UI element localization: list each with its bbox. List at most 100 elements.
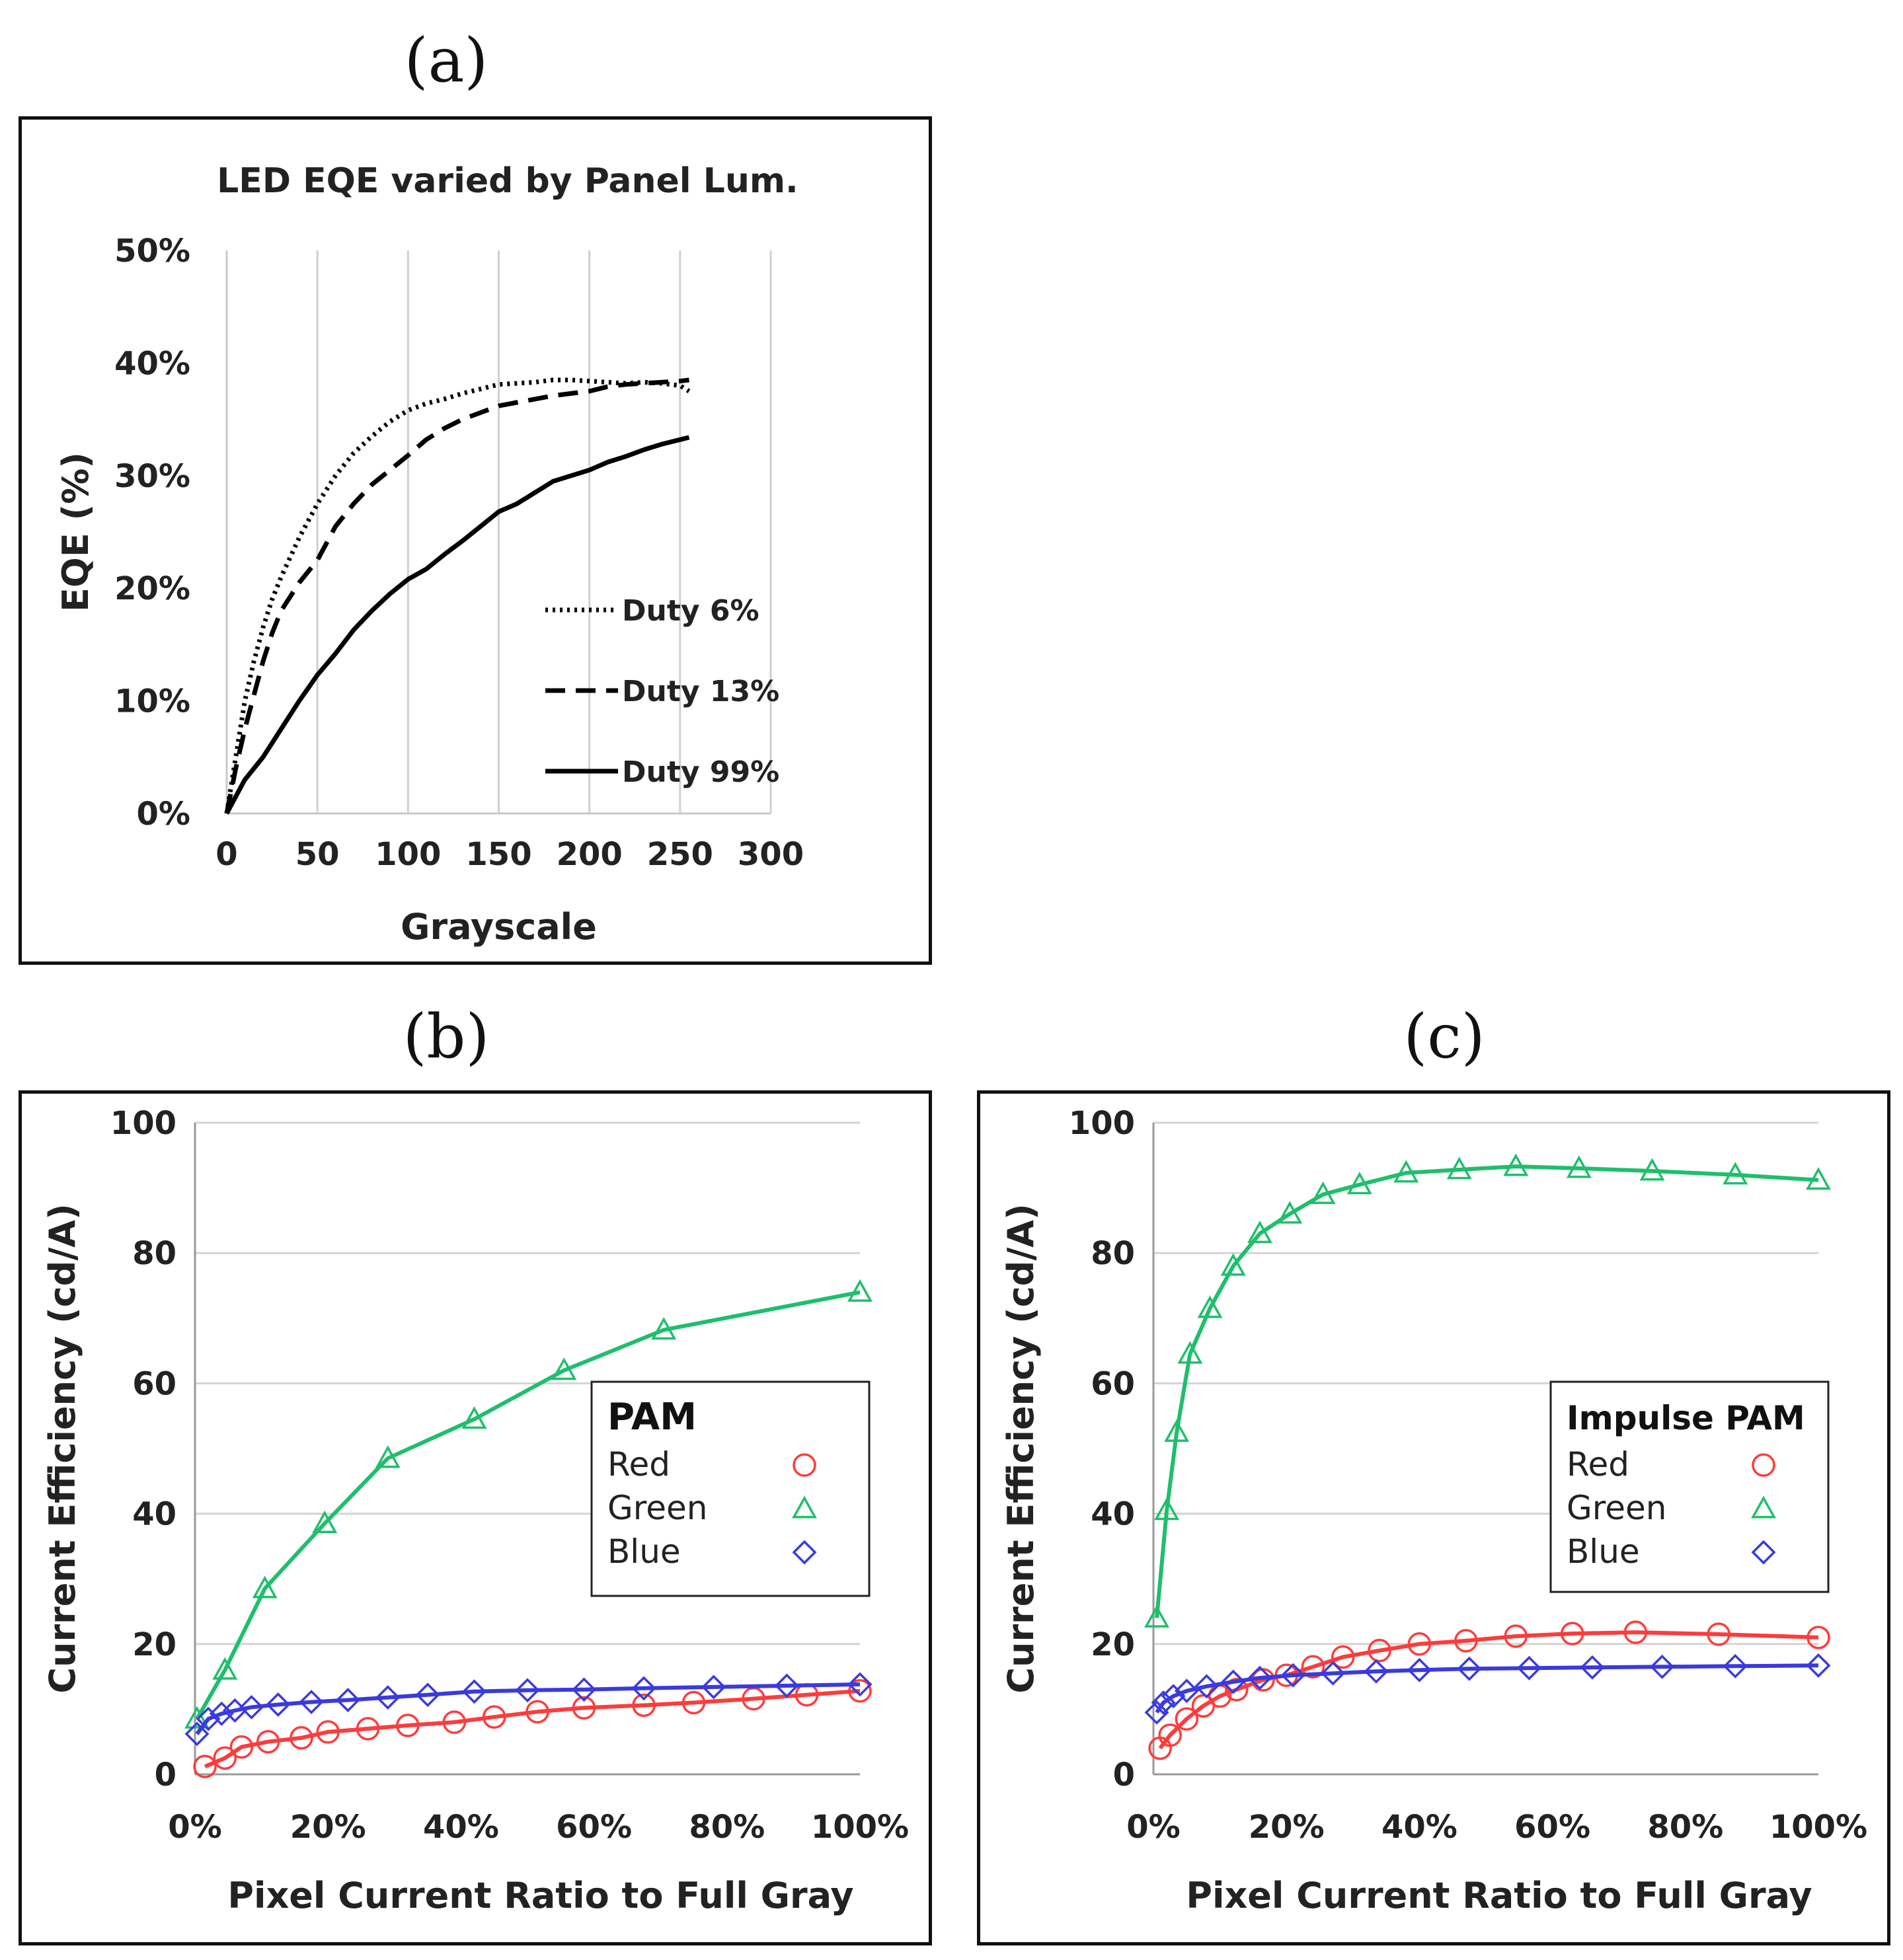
legend-label: Blue xyxy=(1567,1532,1640,1571)
chart-a-frame: LED EQE varied by Panel Lum. 0 50 100 150 200… xyxy=(19,116,932,965)
y-tick-label: 20% xyxy=(114,570,190,607)
blue-point xyxy=(415,1682,440,1708)
blue-point xyxy=(847,1672,873,1697)
green-point xyxy=(551,1357,577,1380)
x-axis-title: Pixel Current Ratio to Full Gray xyxy=(227,1875,853,1916)
red-point xyxy=(1225,1678,1249,1702)
x-tick-label: 300 xyxy=(738,836,804,873)
x-tick-label: 100 xyxy=(375,836,441,873)
blue-point xyxy=(1516,1655,1541,1680)
red-point xyxy=(848,1679,872,1703)
y-tick-label: 40 xyxy=(132,1496,176,1533)
chart-c: 0 20 40 60 80 100 0% 20% 40% 60% 80% 100% Pixel Curr… xyxy=(1000,1105,1867,1916)
legend-box xyxy=(1549,1380,1830,1593)
legend-title: PAM xyxy=(607,1396,697,1439)
series-line-blue xyxy=(1155,1663,1819,1714)
x-axis-title: Pixel Current Ratio to Full Gray xyxy=(1186,1875,1812,1916)
red-point xyxy=(1806,1626,1830,1649)
legend-label: Red xyxy=(607,1445,670,1484)
green-point xyxy=(312,1510,338,1533)
green-point xyxy=(461,1406,487,1429)
y-tick-label: 10% xyxy=(114,683,190,720)
x-tick-label: 150 xyxy=(465,836,531,873)
legend-label: Red xyxy=(1567,1445,1629,1484)
x-tick-label: 20% xyxy=(290,1809,366,1846)
green-point xyxy=(212,1657,238,1680)
red-point xyxy=(1368,1638,1391,1663)
series-line-duty-99- xyxy=(224,435,690,815)
x-tick-label: 250 xyxy=(647,836,713,873)
legend-marker-red xyxy=(1752,1453,1775,1477)
blue-point xyxy=(1407,1657,1432,1682)
green-point xyxy=(1446,1156,1472,1180)
legend-marker-blue xyxy=(1751,1540,1776,1565)
blue-point xyxy=(1457,1656,1482,1681)
legend-label: Green xyxy=(607,1489,707,1527)
y-tick-label: 0 xyxy=(1113,1756,1135,1793)
green-point xyxy=(184,1706,210,1729)
red-point xyxy=(396,1714,420,1737)
x-tick-label: 80% xyxy=(689,1809,765,1846)
red-point xyxy=(482,1705,506,1729)
green-point xyxy=(1723,1162,1748,1185)
series-line-duty-13- xyxy=(224,377,689,814)
y-tick-label: 100 xyxy=(1069,1105,1135,1142)
green-point xyxy=(1247,1221,1272,1244)
blue-point xyxy=(462,1679,486,1704)
blue-point xyxy=(515,1678,540,1703)
blue-point xyxy=(1151,1690,1176,1715)
y-tick-label: 20 xyxy=(132,1626,176,1663)
panel-label-c: (c) xyxy=(1403,1001,1485,1072)
blue-point xyxy=(209,1701,234,1726)
series-line-duty-6- xyxy=(224,377,691,814)
panel-label-a: (a) xyxy=(404,25,488,96)
legend-label: Duty 13% xyxy=(622,675,779,708)
green-point xyxy=(1277,1201,1303,1224)
legend-label: Green xyxy=(1567,1489,1666,1527)
y-axis-title: Current Efficiency (cd/A) xyxy=(42,1203,83,1693)
red-point xyxy=(442,1710,467,1734)
x-tick-label: 20% xyxy=(1249,1809,1325,1846)
blue-point xyxy=(375,1685,401,1710)
blue-point xyxy=(1280,1663,1305,1688)
red-point xyxy=(229,1735,254,1759)
green-point xyxy=(1144,1604,1170,1628)
green-point xyxy=(1566,1155,1592,1178)
blue-point xyxy=(1580,1655,1605,1680)
red-point xyxy=(356,1717,380,1741)
blue-point xyxy=(1174,1678,1199,1704)
legend-label: Duty 99% xyxy=(622,755,779,789)
green-point xyxy=(847,1279,873,1302)
green-point xyxy=(651,1316,677,1340)
blue-point xyxy=(1723,1653,1748,1678)
red-point xyxy=(1707,1622,1730,1646)
red-point xyxy=(316,1720,340,1744)
x-tick-label: 60% xyxy=(556,1809,632,1846)
green-point xyxy=(1393,1160,1419,1183)
x-tick-label: 50 xyxy=(295,836,340,873)
legend-title: Impulse PAM xyxy=(1567,1399,1805,1437)
blue-point xyxy=(774,1673,799,1698)
blue-point xyxy=(1806,1653,1831,1678)
green-point xyxy=(1639,1158,1665,1181)
y-tick-label: 0 xyxy=(155,1756,176,1793)
blue-point xyxy=(1194,1674,1219,1699)
blue-point xyxy=(299,1690,324,1715)
y-tick-label: 30% xyxy=(114,458,190,495)
blue-point xyxy=(1321,1661,1346,1686)
y-tick-label: 80 xyxy=(1091,1235,1135,1272)
green-point xyxy=(1806,1167,1831,1190)
green-point xyxy=(1220,1253,1246,1276)
y-tick-label: 100 xyxy=(110,1105,176,1142)
red-point xyxy=(1407,1632,1432,1656)
legend-label: Duty 6% xyxy=(622,594,759,628)
y-tick-label: 40 xyxy=(1091,1496,1135,1533)
blue-point xyxy=(1161,1684,1186,1709)
legend-marker-red xyxy=(793,1453,816,1477)
legend-marker-green xyxy=(792,1495,817,1519)
series-line-red xyxy=(204,1688,861,1768)
y-tick-label: 60 xyxy=(132,1365,176,1402)
blue-point xyxy=(1144,1700,1169,1725)
chart-a: LED EQE varied by Panel Lum. 0 50 100 150 200… xyxy=(55,161,804,948)
legend-box xyxy=(590,1380,871,1597)
